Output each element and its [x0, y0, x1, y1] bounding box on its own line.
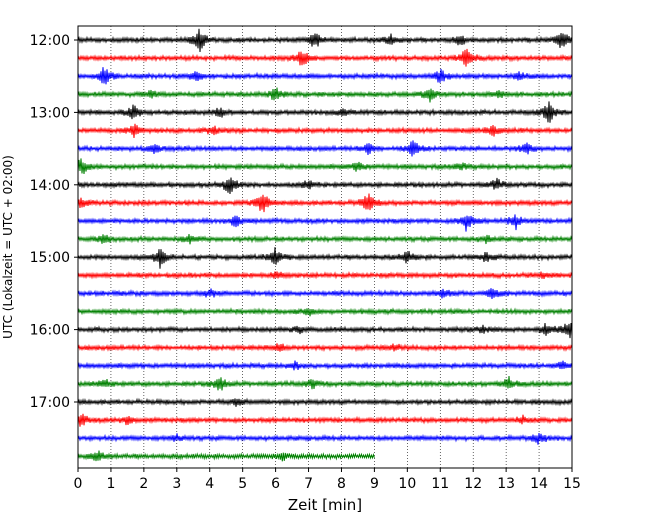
- seismic-trace: [77, 288, 573, 300]
- x-tick-label: 3: [172, 476, 181, 492]
- x-tick-label: 13: [497, 476, 515, 492]
- seismic-trace: [77, 397, 573, 407]
- seismic-trace: [77, 177, 573, 195]
- x-tick-label: 6: [271, 476, 280, 492]
- seismic-trace: [77, 450, 375, 462]
- y-axis-label: UTC (Lokalzeit = UTC + 02:00): [1, 155, 15, 339]
- x-tick-label: 12: [464, 476, 482, 492]
- seismic-trace: [77, 233, 573, 245]
- seismic-trace: [77, 247, 573, 269]
- seismic-trace: [77, 101, 573, 123]
- plot-background: [78, 26, 572, 468]
- seismic-trace: [77, 123, 573, 139]
- seismic-traces: [77, 28, 573, 462]
- seismic-trace: [77, 28, 573, 53]
- y-tick-label: 14:00: [30, 178, 70, 194]
- seismic-trace: [77, 193, 573, 213]
- seismic-trace: [77, 271, 573, 280]
- seismic-trace: [77, 158, 573, 174]
- x-axis-label: Zeit [min]: [288, 496, 362, 514]
- x-tick-label: 5: [238, 476, 247, 492]
- y-axis-ticks: 12:00 13:00 14:00 15:00 16:00 17:00: [30, 33, 78, 411]
- x-tick-label: 15: [563, 476, 581, 492]
- x-tick-label: 2: [139, 476, 148, 492]
- seismic-trace: [77, 413, 573, 427]
- seismic-trace: [77, 307, 573, 317]
- seismic-trace: [77, 432, 573, 445]
- seismic-trace: [77, 360, 573, 371]
- seismic-trace: [77, 48, 573, 67]
- seismic-trace: [77, 140, 573, 157]
- y-tick-label: 17:00: [30, 395, 70, 411]
- x-tick-label: 8: [337, 476, 346, 492]
- x-tick-label: 0: [74, 476, 83, 492]
- x-tick-label: 1: [106, 476, 115, 492]
- y-tick-label: 16:00: [30, 323, 70, 339]
- seismic-trace: [77, 322, 573, 339]
- seismic-trace: [77, 67, 573, 85]
- x-tick-label: 4: [205, 476, 214, 492]
- x-tick-label: 7: [304, 476, 313, 492]
- seismic-trace: [77, 376, 573, 391]
- x-tick-label: 9: [370, 476, 379, 492]
- seismic-trace: [77, 214, 573, 232]
- y-tick-label: 12:00: [30, 33, 70, 49]
- seismic-trace: [77, 87, 573, 103]
- x-tick-label: 10: [398, 476, 416, 492]
- x-tick-label: 11: [431, 476, 449, 492]
- x-axis-ticks: 0 1 2 3 4 5 6 7 8 9 10 11 12 13 14 15: [74, 468, 581, 492]
- y-tick-label: 13:00: [30, 105, 70, 121]
- x-tick-label: 14: [530, 476, 548, 492]
- seismic-trace: [77, 343, 573, 353]
- y-tick-label: 15:00: [30, 250, 70, 266]
- plot-frame: [77, 25, 573, 469]
